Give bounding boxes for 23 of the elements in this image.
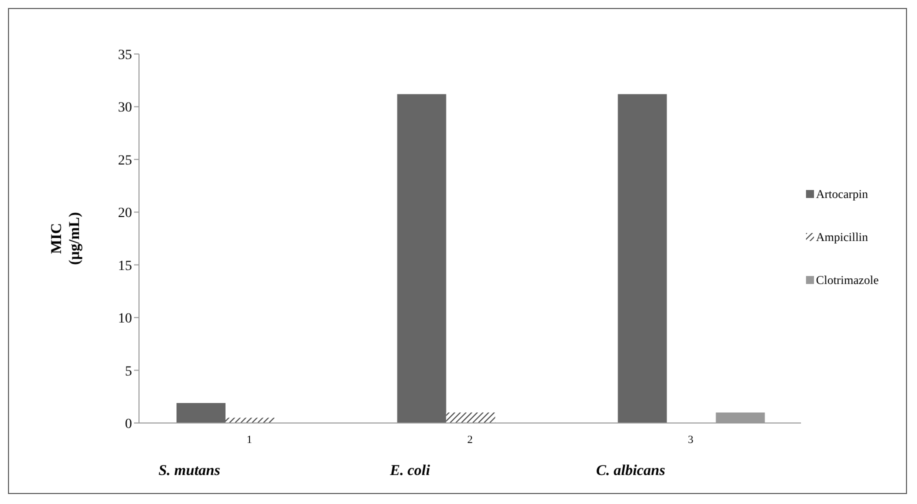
text: C. albicans bbox=[596, 463, 666, 479]
y-tick-label: 20 bbox=[118, 206, 132, 222]
legend-label: Clotrimazole bbox=[816, 272, 879, 288]
y-axis-title: MIC (µg/mL) bbox=[49, 212, 83, 265]
bar bbox=[176, 402, 226, 423]
y-tick-label: 10 bbox=[118, 312, 132, 327]
y-tick-label: 0 bbox=[125, 416, 132, 432]
y-tick-label: 5 bbox=[125, 364, 132, 380]
text: E. coli bbox=[389, 463, 431, 479]
y-tick-label: 30 bbox=[118, 100, 132, 116]
y-tick-label: 15 bbox=[118, 258, 132, 274]
bar bbox=[446, 412, 496, 423]
legend-label: Ampicillin bbox=[816, 230, 868, 244]
text: S. mutans bbox=[158, 463, 220, 479]
bar bbox=[226, 418, 275, 423]
x-tick-label: 1 bbox=[246, 434, 252, 446]
x-tick-label: 2 bbox=[467, 434, 473, 446]
bar bbox=[618, 94, 667, 423]
legend-label: Artocarpin bbox=[816, 186, 868, 202]
bar bbox=[397, 94, 446, 423]
y-tick-label: 25 bbox=[118, 153, 132, 168]
y-tick-label: 35 bbox=[118, 48, 132, 63]
x-tick-label: 3 bbox=[688, 434, 694, 446]
